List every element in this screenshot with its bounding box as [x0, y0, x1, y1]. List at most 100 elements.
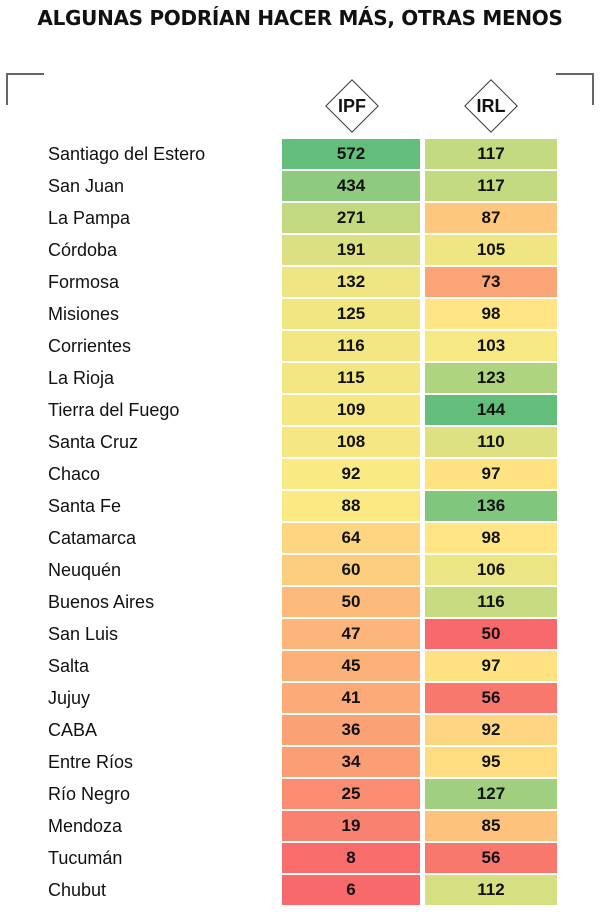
table-row: Corrientes 116 103	[0, 331, 600, 363]
table-row: San Juan 434 117	[0, 171, 600, 203]
column-header-irl: IRL	[463, 78, 519, 134]
row-label: Corrientes	[48, 336, 132, 356]
table-row: Neuquén 60 106	[0, 555, 600, 587]
cell-irl: 117	[425, 139, 557, 169]
cell-irl: 73	[425, 267, 557, 297]
cell-irl: 56	[425, 683, 557, 713]
row-label: Chubut	[48, 880, 107, 900]
row-label: Catamarca	[48, 528, 137, 548]
row-label: La Pampa	[48, 208, 131, 228]
table-row: Salta 45 97	[0, 651, 600, 683]
cell-irl: 127	[425, 779, 557, 809]
cell-ipf: 47	[282, 619, 420, 649]
table-row: Santa Cruz 108 110	[0, 427, 600, 459]
cell-irl: 112	[425, 875, 557, 905]
row-label: CABA	[48, 720, 98, 740]
row-label: Tucumán	[48, 848, 123, 868]
cell-irl: 117	[425, 171, 557, 201]
cell-ipf: 191	[282, 235, 420, 265]
table-row: Río Negro 25 127	[0, 779, 600, 811]
cell-ipf: 434	[282, 171, 420, 201]
column-header-label: IPF	[337, 96, 366, 116]
cell-irl: 56	[425, 843, 557, 873]
table-row: Santa Fe 88 136	[0, 491, 600, 523]
column-header-label: IRL	[476, 96, 506, 116]
table-row: La Rioja 115 123	[0, 363, 600, 395]
cell-irl: 95	[425, 747, 557, 777]
cell-irl: 103	[425, 331, 557, 361]
cell-ipf: 8	[282, 843, 420, 873]
cell-irl: 97	[425, 459, 557, 489]
table-row: Santiago del Estero 572 117	[0, 139, 600, 171]
row-label: Santa Cruz	[48, 432, 139, 452]
row-label: Entre Ríos	[48, 752, 134, 772]
cell-ipf: 108	[282, 427, 420, 457]
row-label: Mendoza	[48, 816, 123, 836]
cell-ipf: 109	[282, 395, 420, 425]
table-row: Formosa 132 73	[0, 267, 600, 299]
cell-irl: 136	[425, 491, 557, 521]
table-row: Misiones 125 98	[0, 299, 600, 331]
cell-irl: 106	[425, 555, 557, 585]
row-label: San Luis	[48, 624, 119, 644]
cell-ipf: 50	[282, 587, 420, 617]
table-row: Entre Ríos 34 95	[0, 747, 600, 779]
row-label: Santa Fe	[48, 496, 122, 516]
row-label: Neuquén	[48, 560, 122, 580]
table-row: La Pampa 271 87	[0, 203, 600, 235]
table-row: Catamarca 64 98	[0, 523, 600, 555]
cell-ipf: 271	[282, 203, 420, 233]
cell-ipf: 41	[282, 683, 420, 713]
table-row: Mendoza 19 85	[0, 811, 600, 843]
cell-ipf: 116	[282, 331, 420, 361]
cell-ipf: 36	[282, 715, 420, 745]
table-row: Buenos Aires 50 116	[0, 587, 600, 619]
chart-title: ALGUNAS PODRÍAN HACER MÁS, OTRAS MENOS	[37, 6, 563, 30]
column-header-ipf: IPF	[324, 78, 380, 134]
cell-irl: 98	[425, 523, 557, 553]
cell-irl: 144	[425, 395, 557, 425]
row-label: Chaco	[48, 464, 101, 484]
cell-irl: 87	[425, 203, 557, 233]
cell-ipf: 88	[282, 491, 420, 521]
cell-irl: 116	[425, 587, 557, 617]
row-label: Tierra del Fuego	[48, 400, 180, 420]
cell-irl: 98	[425, 299, 557, 329]
corner-bracket-left	[6, 73, 44, 105]
table-row: Chaco 92 97	[0, 459, 600, 491]
cell-ipf: 60	[282, 555, 420, 585]
cell-ipf: 34	[282, 747, 420, 777]
cell-ipf: 132	[282, 267, 420, 297]
row-label: Salta	[48, 656, 90, 676]
table-row: CABA 36 92	[0, 715, 600, 747]
row-label: Buenos Aires	[48, 592, 155, 612]
cell-ipf: 92	[282, 459, 420, 489]
row-label: La Rioja	[48, 368, 115, 388]
table-row: Córdoba 191 105	[0, 235, 600, 267]
cell-ipf: 572	[282, 139, 420, 169]
table-row: San Luis 47 50	[0, 619, 600, 651]
row-label: Santiago del Estero	[48, 144, 206, 164]
table-row: Jujuy 41 56	[0, 683, 600, 715]
row-label: Formosa	[48, 272, 120, 292]
table-row: Tierra del Fuego 109 144	[0, 395, 600, 427]
cell-irl: 50	[425, 619, 557, 649]
table-row: Chubut 6 112	[0, 875, 600, 907]
cell-irl: 85	[425, 811, 557, 841]
cell-irl: 92	[425, 715, 557, 745]
cell-ipf: 25	[282, 779, 420, 809]
cell-ipf: 45	[282, 651, 420, 681]
table-row: Tucumán 8 56	[0, 843, 600, 875]
row-label: San Juan	[48, 176, 125, 196]
cell-ipf: 19	[282, 811, 420, 841]
cell-ipf: 64	[282, 523, 420, 553]
row-label: Río Negro	[48, 784, 131, 804]
cell-irl: 110	[425, 427, 557, 457]
row-label: Córdoba	[48, 240, 118, 260]
cell-ipf: 115	[282, 363, 420, 393]
row-label: Misiones	[48, 304, 120, 324]
cell-ipf: 125	[282, 299, 420, 329]
cell-irl: 123	[425, 363, 557, 393]
cell-irl: 97	[425, 651, 557, 681]
corner-bracket-right	[556, 73, 594, 105]
